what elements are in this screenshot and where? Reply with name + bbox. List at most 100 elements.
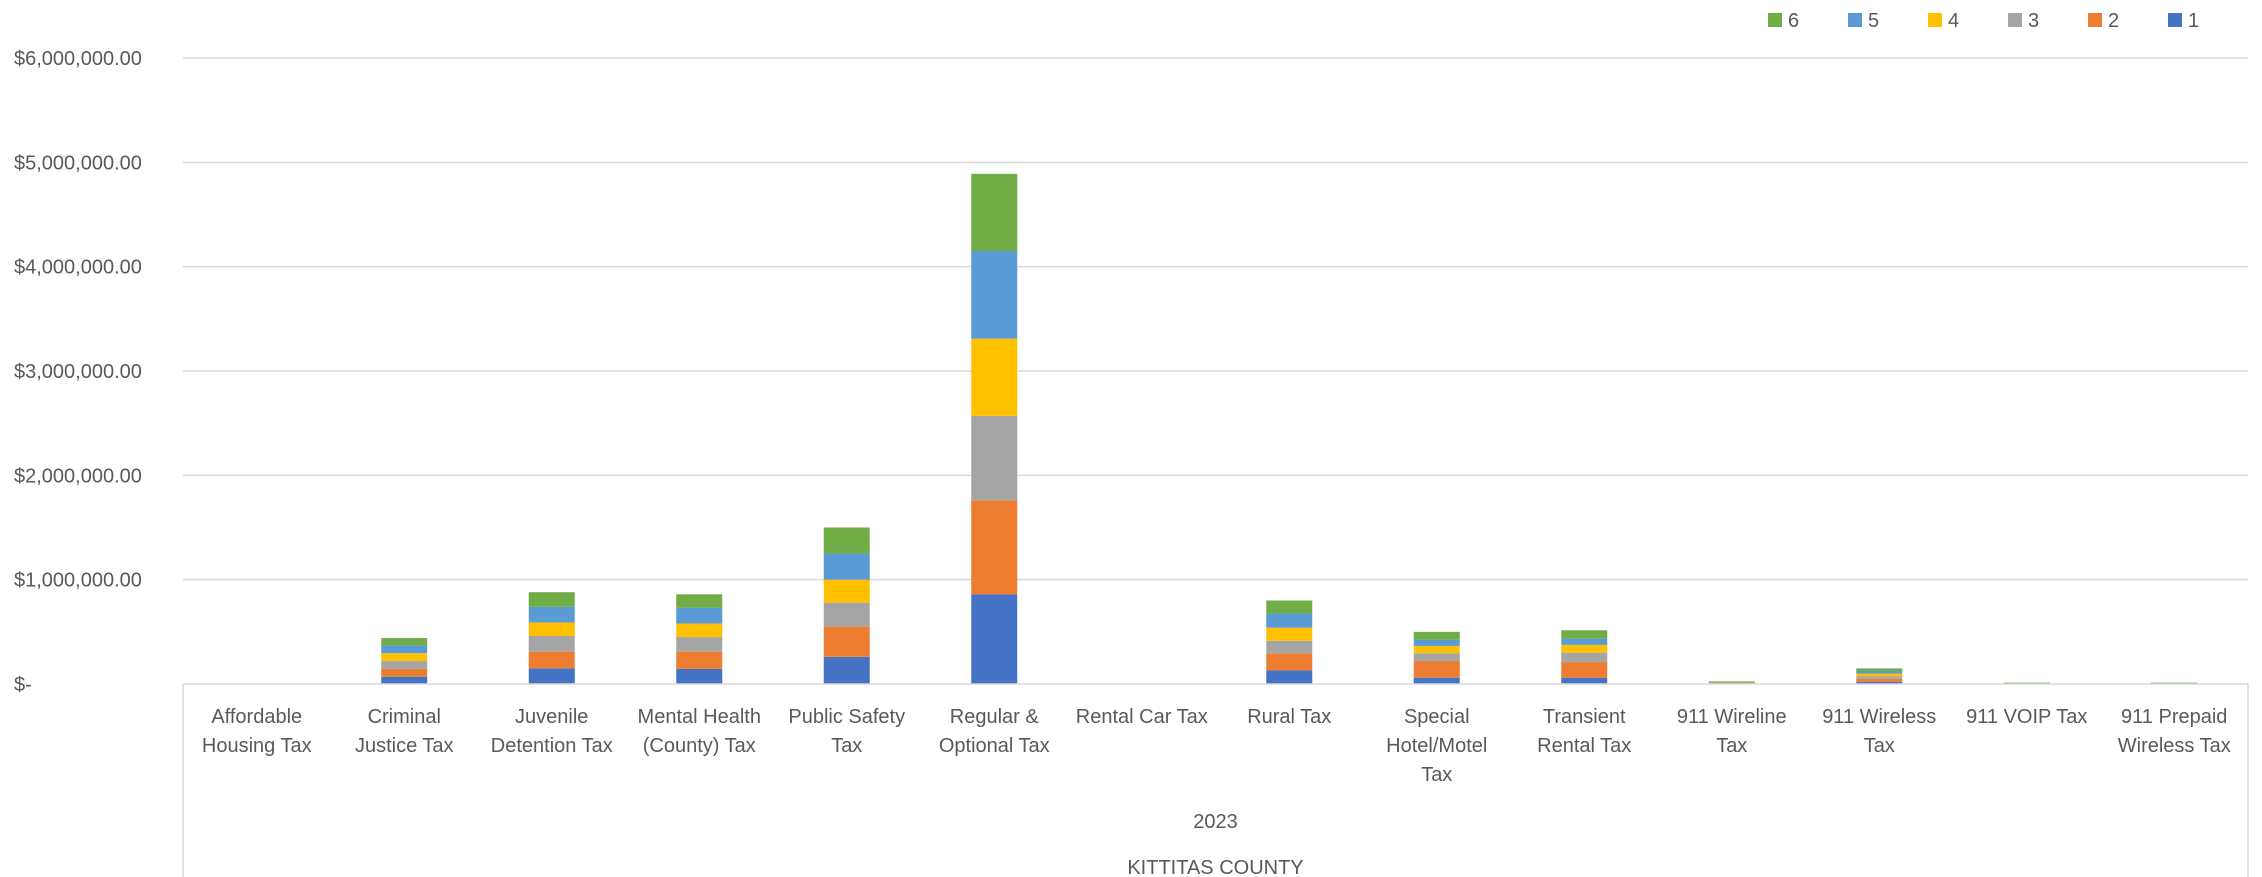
bar-segment — [1266, 640, 1313, 654]
bar-segment — [1856, 673, 1903, 677]
category-label: Juvenile — [515, 706, 588, 728]
legend-label: 4 — [1948, 10, 1959, 32]
bar-segment — [1708, 682, 1755, 684]
legend-label: 1 — [2188, 10, 2199, 32]
bar-segment — [823, 527, 870, 554]
bar-segment — [1708, 681, 1755, 683]
category-label: Tax — [831, 735, 862, 757]
bar-segment — [823, 602, 870, 627]
bar-segment — [381, 645, 428, 654]
category-label: Tax — [1421, 764, 1452, 786]
bar-segment — [528, 651, 575, 669]
category-label: Criminal — [368, 706, 441, 728]
category-label: (County) Tax — [643, 735, 756, 757]
axes: $- $1,000,000.00 $2,000,000.00 $3,000,000.0… — [14, 48, 2249, 877]
category-label: Rural Tax — [1247, 706, 1331, 728]
bar-segment — [1266, 653, 1313, 671]
bar-segment — [971, 338, 1018, 416]
bar-segment — [1413, 677, 1460, 684]
category-label: Optional Tax — [939, 735, 1050, 757]
legend-swatch — [1848, 13, 1862, 27]
bar-segment — [1856, 676, 1903, 679]
bar-segment — [528, 622, 575, 637]
category-label: Affordable — [211, 706, 302, 728]
legend-label: 3 — [2028, 10, 2039, 32]
bar-segment — [1561, 638, 1608, 645]
legend-swatch — [1768, 13, 1782, 27]
category-label: Regular & — [950, 706, 1040, 728]
group-label-year: 2023 — [1193, 811, 1238, 833]
category-label: Tax — [1864, 735, 1895, 757]
y-tick-label: $- — [14, 674, 32, 696]
category-label: Special — [1404, 706, 1470, 728]
category-label: Rental Car Tax — [1076, 706, 1208, 728]
legend: 6 5 4 3 2 1 — [1768, 10, 2199, 32]
bar-segment — [1856, 668, 1903, 671]
bar-segment — [676, 637, 723, 652]
category-label: 911 VOIP Tax — [1966, 706, 2087, 728]
y-tick-label: $5,000,000.00 — [14, 152, 142, 174]
bar-segment — [676, 651, 723, 669]
y-tick-label: $4,000,000.00 — [14, 257, 142, 279]
category-label: Justice Tax — [355, 735, 454, 757]
group-label-county: KITTITAS COUNTY — [1127, 857, 1303, 877]
bar-segment — [823, 579, 870, 603]
bar-segment — [1561, 644, 1608, 653]
bar-segment — [1266, 627, 1313, 641]
bar-segment — [528, 668, 575, 684]
legend-swatch — [1928, 13, 1942, 27]
category-label: 911 Wireless — [1822, 706, 1936, 728]
legend-label: 5 — [1868, 10, 1879, 32]
bar-segment — [528, 592, 575, 607]
bar-segment — [823, 626, 870, 657]
bar-segment — [676, 594, 723, 608]
bar-segment — [1561, 662, 1608, 678]
bar-segment — [381, 676, 428, 684]
bar-segment — [676, 668, 723, 684]
bar-segment — [1856, 678, 1903, 682]
bar-segment — [381, 668, 428, 677]
bar-segment — [381, 638, 428, 646]
bars — [381, 173, 2198, 685]
legend-swatch — [2088, 13, 2102, 27]
bar-segment — [528, 636, 575, 652]
category-label: Detention Tax — [491, 735, 613, 757]
bar-segment — [1413, 631, 1460, 640]
bar-segment — [1561, 652, 1608, 663]
category-label: Tax — [1716, 735, 1747, 757]
bar-segment — [2151, 682, 2198, 684]
bar-segment — [1266, 613, 1313, 628]
bar-segment — [1708, 682, 1755, 684]
bar-segment — [676, 623, 723, 638]
category-label: Hotel/Motel — [1386, 735, 1487, 757]
category-label: Wireless Tax — [2118, 735, 2231, 757]
bar-segment — [1413, 639, 1460, 646]
category-label: Housing Tax — [202, 735, 312, 757]
bar-segment — [971, 173, 1018, 252]
bar-segment — [971, 500, 1018, 595]
gridlines — [183, 57, 2248, 581]
bar-segment — [1266, 670, 1313, 684]
bar-segment — [528, 606, 575, 623]
y-tick-label: $3,000,000.00 — [14, 361, 142, 383]
bar-segment — [1708, 681, 1755, 683]
category-label: Public Safety — [788, 706, 905, 728]
bar-segment — [676, 607, 723, 624]
bar-segment — [381, 653, 428, 662]
legend-swatch — [2168, 13, 2182, 27]
bar-segment — [823, 656, 870, 684]
bar-segment — [1561, 630, 1608, 639]
bar-segment — [971, 415, 1018, 501]
bar-segment — [1561, 677, 1608, 684]
bar-segment — [1413, 645, 1460, 654]
y-tick-label: $2,000,000.00 — [14, 465, 142, 487]
category-label: 911 Prepaid — [2121, 706, 2227, 728]
category-label: 911 Wireline — [1677, 706, 1787, 728]
bar-segment — [1413, 653, 1460, 662]
legend-label: 2 — [2108, 10, 2119, 32]
bar-segment — [1856, 670, 1903, 674]
legend-swatch — [2008, 13, 2022, 27]
legend-label: 6 — [1788, 10, 1799, 32]
